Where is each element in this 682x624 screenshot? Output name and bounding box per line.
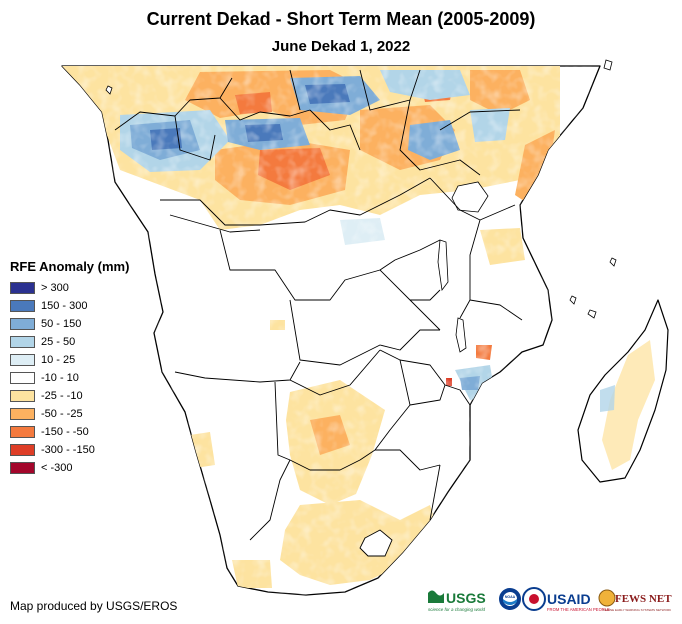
map-credit: Map produced by USGS/EROS [10, 599, 178, 613]
legend-item: 50 - 150 [10, 315, 129, 333]
legend-label: 25 - 50 [41, 336, 76, 348]
legend-item: 25 - 50 [10, 333, 129, 351]
legend-title: RFE Anomaly (mm) [10, 259, 130, 274]
partner-logos: USGS science for a changing world NOAA U… [427, 585, 677, 615]
fewsnet-logo: FEWS NET FAMINE EARLY WARNING SYSTEMS NE… [598, 589, 672, 612]
madagascar-wet [600, 385, 615, 412]
legend-swatch [10, 390, 35, 402]
legend-label: 10 - 25 [41, 354, 76, 366]
map-title: Current Dekad - Short Term Mean (2005-20… [146, 9, 536, 29]
legend-item: -300 - -150 [10, 441, 129, 459]
legend-item: 150 - 300 [10, 297, 129, 315]
fewsnet-tagline: FAMINE EARLY WARNING SYSTEMS NETWORK [603, 608, 671, 612]
lake-victoria [451, 181, 489, 213]
fewsnet-globe-icon [598, 589, 616, 607]
noaa-label: NOAA [505, 595, 516, 599]
usaid-tagline: FROM THE AMERICAN PEOPLE [547, 607, 610, 612]
legend-label: -25 - -10 [41, 390, 83, 402]
legend-label: > 300 [41, 282, 69, 294]
legend-swatch [10, 372, 35, 384]
legend-label: -10 - 10 [41, 372, 79, 384]
legend-item: 10 - 25 [10, 351, 129, 369]
usgs-tagline: science for a changing world [428, 607, 486, 612]
legend-swatch [10, 336, 35, 348]
legend-swatch [10, 300, 35, 312]
legend-item: -150 - -50 [10, 423, 129, 441]
legend-label: -300 - -150 [41, 444, 95, 456]
legend-swatch [10, 354, 35, 366]
islands [105, 59, 617, 319]
legend-swatch [10, 462, 35, 474]
usgs-logo: USGS science for a changing world [428, 590, 486, 612]
legend-item: < -300 [10, 459, 129, 477]
lake-malawi [455, 317, 467, 353]
madagascar-dry [602, 340, 655, 470]
fewsnet-label: FEWS NET [615, 593, 672, 605]
legend-item: > 300 [10, 279, 129, 297]
legend-item: -50 - -25 [10, 405, 129, 423]
usaid-logo: USAID FROM THE AMERICAN PEOPLE [522, 587, 610, 612]
map-subtitle: June Dekad 1, 2022 [271, 38, 411, 55]
legend-swatch [10, 282, 35, 294]
legend-item: -10 - 10 [10, 369, 129, 387]
legend: RFE Anomaly (mm) > 300 150 - 300 50 - 15… [10, 259, 129, 477]
legend-item: -25 - -10 [10, 387, 129, 405]
legend-swatch [10, 444, 35, 456]
legend-label: < -300 [41, 462, 73, 474]
legend-label: 50 - 150 [41, 318, 82, 330]
usgs-label: USGS [446, 590, 486, 606]
legend-label: -50 - -25 [41, 408, 83, 420]
lesotho [359, 529, 393, 557]
usgs-wave-icon [428, 590, 444, 603]
legend-swatch [10, 318, 35, 330]
usaid-label: USAID [547, 591, 591, 607]
legend-swatch [10, 408, 35, 420]
country-borders [114, 69, 523, 541]
legend-label: 150 - 300 [41, 300, 88, 312]
lake-tanganyika [437, 239, 449, 292]
legend-swatch [10, 426, 35, 438]
noaa-logo: NOAA [499, 588, 521, 610]
legend-label: -150 - -50 [41, 426, 89, 438]
